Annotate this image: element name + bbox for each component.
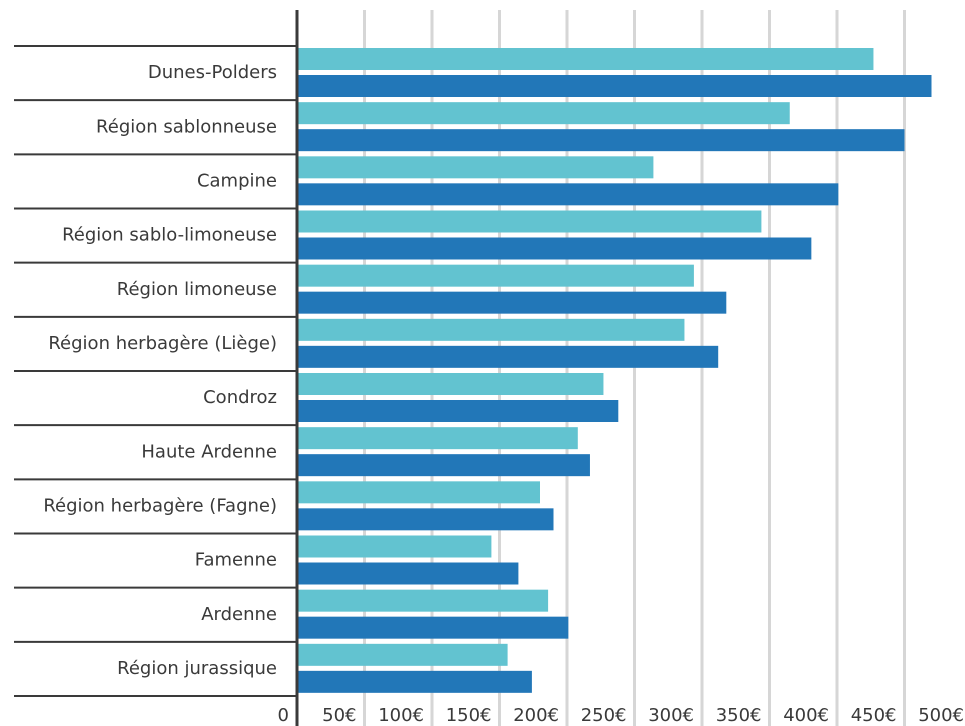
y-tick-label: Dunes-Polders: [148, 62, 277, 83]
bar: [297, 264, 694, 287]
bar: [297, 102, 790, 125]
bar: [297, 156, 654, 179]
y-tick-label: Condroz: [203, 387, 277, 408]
bar: [297, 616, 569, 639]
y-tick-label: Haute Ardenne: [141, 441, 277, 462]
bar: [297, 291, 727, 314]
bar: [297, 670, 532, 693]
x-tick-label: 250€: [581, 705, 627, 726]
x-tick-label: 0: [278, 705, 289, 726]
y-tick-label: Région limoneuse: [117, 279, 277, 300]
y-tick-label: Famenne: [195, 550, 277, 571]
bar: [297, 481, 540, 504]
bar: [297, 400, 619, 422]
bar: [297, 373, 604, 395]
x-tick-label: 450€: [851, 705, 897, 726]
x-tick-label: 400€: [783, 705, 829, 726]
bar: [297, 75, 932, 97]
bar: [297, 508, 554, 531]
bar: [297, 318, 685, 341]
bar: [297, 427, 578, 450]
bar: [297, 562, 519, 585]
x-tick-label: 150€: [446, 705, 492, 726]
y-tick-label: Région sablonneuse: [96, 116, 277, 137]
x-tick-label: 500€: [918, 705, 964, 726]
x-tick-label: 100€: [378, 705, 424, 726]
x-tick-label: 50€: [322, 705, 356, 726]
bar: [297, 535, 492, 558]
bar: [297, 589, 549, 612]
bar: [297, 454, 590, 477]
y-tick-label: Région jurassique: [117, 658, 277, 679]
bar: [297, 210, 762, 233]
x-tick-label: 350€: [716, 705, 762, 726]
bar: [297, 129, 905, 152]
y-tick-label: Campine: [197, 170, 277, 191]
y-tick-label: Région herbagère (Fagne): [43, 495, 277, 516]
bar: [297, 237, 812, 260]
y-tick-label: Ardenne: [201, 604, 277, 625]
bar: [297, 183, 839, 206]
bar: [297, 48, 874, 70]
x-tick-label: 200€: [513, 705, 559, 726]
bar: [297, 643, 508, 666]
bar: [297, 345, 719, 368]
y-tick-label: Région herbagère (Liège): [48, 333, 277, 354]
y-tick-label: Région sablo-limoneuse: [62, 225, 277, 246]
x-tick-label: 300€: [648, 705, 694, 726]
